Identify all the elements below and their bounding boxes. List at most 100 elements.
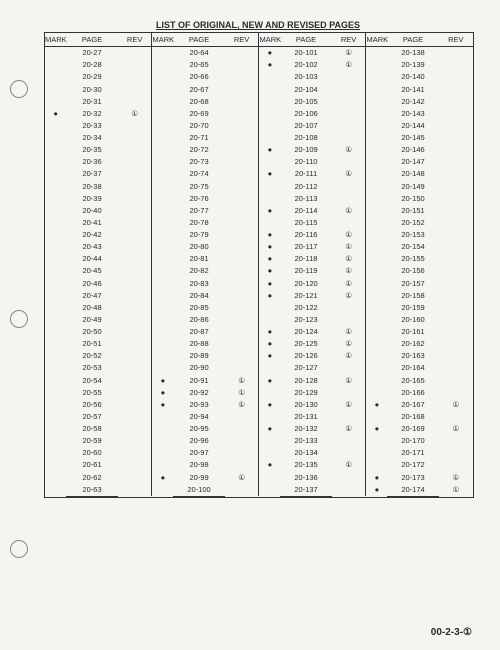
cell-mark [152, 132, 173, 144]
cell-rev [439, 47, 473, 60]
cell-rev [118, 459, 152, 471]
cell-mark: ● [366, 484, 387, 497]
table-header-row: MARK PAGE REV MARK PAGE REV MARK PAGE RE… [45, 33, 473, 47]
cell-mark [259, 471, 280, 483]
cell-mark [45, 277, 66, 289]
cell-page: 20-37 [66, 168, 117, 180]
cell-rev [118, 350, 152, 362]
cell-page: 20-98 [173, 459, 224, 471]
cell-mark [152, 314, 173, 326]
cell-mark: ● [259, 326, 280, 338]
cell-page: 20-43 [66, 241, 117, 253]
cell-mark [152, 229, 173, 241]
cell-page: 20-30 [66, 83, 117, 95]
cell-rev: ① [332, 350, 366, 362]
cell-rev: ① [332, 168, 366, 180]
cell-page: 20-90 [173, 362, 224, 374]
cell-mark [259, 362, 280, 374]
cell-page: 20-119 [280, 265, 331, 277]
cell-page: 20-172 [387, 459, 438, 471]
cell-page: 20-127 [280, 362, 331, 374]
cell-rev [118, 314, 152, 326]
cell-rev [439, 229, 473, 241]
cell-page: 20-95 [173, 423, 224, 435]
cell-rev [439, 350, 473, 362]
cell-page: 20-165 [387, 374, 438, 386]
cell-page: 20-89 [173, 350, 224, 362]
cell-mark [259, 156, 280, 168]
cell-rev [225, 108, 259, 120]
cell-page: 20-36 [66, 156, 117, 168]
cell-rev: ① [332, 241, 366, 253]
cell-mark [45, 229, 66, 241]
table-row: ●20-32①20-6920-10620-143 [45, 108, 473, 120]
cell-mark [45, 350, 66, 362]
cell-rev [118, 338, 152, 350]
cell-rev [439, 362, 473, 374]
cell-mark: ● [259, 229, 280, 241]
cell-page: 20-64 [173, 47, 224, 60]
cell-mark [45, 459, 66, 471]
cell-rev: ① [225, 374, 259, 386]
cell-page: 20-74 [173, 168, 224, 180]
cell-page: 20-48 [66, 302, 117, 314]
cell-page: 20-31 [66, 96, 117, 108]
cell-page: 20-125 [280, 338, 331, 350]
cell-mark: ● [152, 387, 173, 399]
cell-page: 20-144 [387, 120, 438, 132]
cell-rev [332, 217, 366, 229]
cell-page: 20-63 [66, 484, 117, 497]
cell-mark [45, 144, 66, 156]
cell-rev: ① [225, 387, 259, 399]
table-row: 20-5220-89●20-126①20-163 [45, 350, 473, 362]
table-row: 20-5020-87●20-124①20-161 [45, 326, 473, 338]
table-row: 20-3020-6720-10420-141 [45, 83, 473, 95]
cell-page: 20-106 [280, 108, 331, 120]
cell-page: 20-143 [387, 108, 438, 120]
cell-mark: ● [259, 290, 280, 302]
table-row: 20-5820-95●20-132①●20-169① [45, 423, 473, 435]
table-row: 20-3620-7320-11020-147 [45, 156, 473, 168]
cell-page: 20-82 [173, 265, 224, 277]
cell-mark [152, 144, 173, 156]
cell-mark [152, 277, 173, 289]
cell-mark [152, 265, 173, 277]
cell-rev: ① [332, 265, 366, 277]
cell-page: 20-157 [387, 277, 438, 289]
cell-mark [366, 302, 387, 314]
cell-mark [45, 447, 66, 459]
cell-page: 20-148 [387, 168, 438, 180]
cell-rev [118, 265, 152, 277]
cell-page: 20-158 [387, 290, 438, 302]
cell-rev [118, 447, 152, 459]
cell-rev [439, 71, 473, 83]
cell-page: 20-168 [387, 411, 438, 423]
col-mark: MARK [152, 33, 173, 47]
cell-mark: ● [366, 399, 387, 411]
cell-page: 20-100 [173, 484, 224, 497]
cell-rev [118, 156, 152, 168]
cell-page: 20-35 [66, 144, 117, 156]
cell-page: 20-174 [387, 484, 438, 497]
cell-page: 20-71 [173, 132, 224, 144]
cell-page: 20-44 [66, 253, 117, 265]
cell-rev [225, 447, 259, 459]
cell-page: 20-135 [280, 459, 331, 471]
table-row: 20-3920-7620-11320-150 [45, 193, 473, 205]
cell-page: 20-94 [173, 411, 224, 423]
cell-rev [118, 120, 152, 132]
cell-rev [225, 253, 259, 265]
cell-mark [259, 484, 280, 497]
col-page: PAGE [66, 33, 117, 47]
cell-page: 20-39 [66, 193, 117, 205]
cell-rev: ① [332, 144, 366, 156]
cell-mark [152, 326, 173, 338]
page-list-table: MARK PAGE REV MARK PAGE REV MARK PAGE RE… [45, 33, 473, 497]
cell-rev [225, 144, 259, 156]
cell-page: 20-141 [387, 83, 438, 95]
cell-rev [439, 205, 473, 217]
col-mark: MARK [259, 33, 280, 47]
cell-rev [118, 471, 152, 483]
cell-page: 20-155 [387, 253, 438, 265]
cell-mark [45, 47, 66, 60]
